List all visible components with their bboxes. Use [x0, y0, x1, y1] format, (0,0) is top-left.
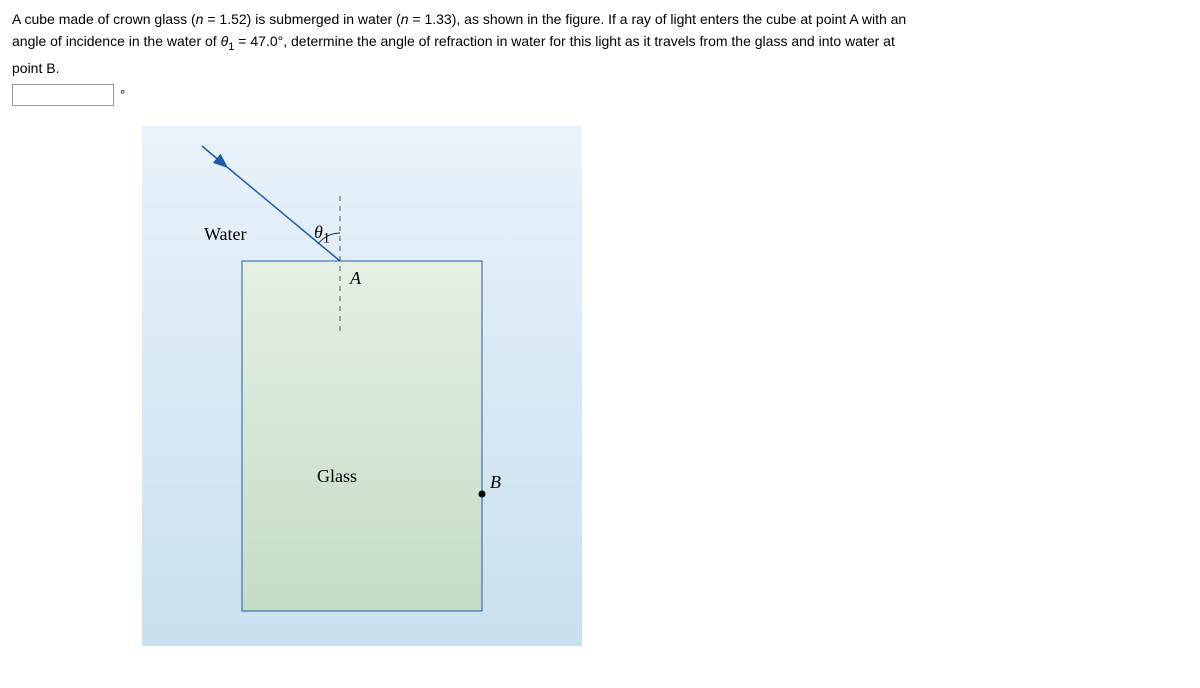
var-n: n: [401, 11, 409, 27]
glass-label: Glass: [317, 466, 357, 487]
problem-statement: A cube made of crown glass ( n = 1.52) is…: [12, 8, 1188, 80]
figure-svg: [142, 126, 582, 646]
figure: Water Glass θ1 A B: [142, 126, 582, 646]
theta-symbol: θ: [314, 222, 323, 242]
point-b-dot: [479, 490, 486, 497]
answer-row: °: [12, 84, 1188, 106]
answer-input[interactable]: [12, 84, 114, 106]
text: = 1.33), as shown in the figure. If a ra…: [409, 11, 907, 27]
text: point B.: [12, 60, 59, 76]
ray-segment: [202, 146, 227, 167]
text: A cube made of crown glass (: [12, 11, 196, 27]
theta-subscript: 1: [323, 230, 330, 246]
point-a-label: A: [350, 268, 361, 289]
text: angle of incidence in the water of: [12, 33, 221, 49]
point-b-label: B: [490, 472, 501, 493]
water-label: Water: [204, 224, 247, 245]
theta-label: θ1: [314, 222, 330, 248]
text: = 1.52) is submerged in water (: [203, 11, 400, 27]
text: = 47.0°, determine the angle of refracti…: [234, 33, 894, 49]
glass-cube: [242, 261, 482, 611]
answer-unit: °: [120, 87, 125, 102]
